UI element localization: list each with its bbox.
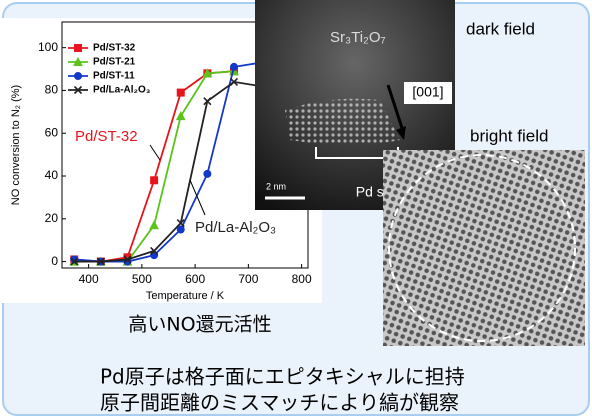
- slide: 400 500 600 700 800 0 20 40 60 80 100 Temperature /…: [0, 0, 592, 418]
- x-tick-label: 600: [185, 272, 205, 286]
- particle: [285, 99, 400, 145]
- legend-marker: [75, 73, 82, 80]
- marker: [177, 226, 184, 233]
- caption: 高いNO還元活性: [128, 314, 271, 336]
- y-tick-label: 0: [51, 254, 58, 268]
- formula: Sr₃Ti₂O₇: [330, 29, 386, 46]
- y-tick-label: 40: [45, 168, 59, 182]
- bright-image: [383, 150, 585, 346]
- legend-label: Pd/ST-21: [93, 57, 136, 68]
- scale: 2 nm: [266, 181, 286, 191]
- text-line: 原子間距離のミスマッチにより縞が観察: [100, 391, 459, 415]
- x-tick-label: 700: [238, 272, 258, 286]
- y-axis-label: NO conversion to N₂ (%): [10, 85, 22, 205]
- legend-label: Pd/ST-11: [93, 71, 135, 82]
- y-tick-label: 100: [38, 40, 58, 54]
- x-tick-label: 400: [79, 272, 99, 286]
- marker: [204, 170, 211, 177]
- text-line: Pd原子は格子面にエピタキシャルに担持: [100, 365, 465, 389]
- direction: [001]: [412, 84, 443, 100]
- legend-marker: [75, 45, 82, 52]
- legend-label: Pd/La-Al₂O₃: [93, 85, 151, 96]
- legend-label: Pd/ST-32: [93, 43, 136, 54]
- marker: [177, 89, 184, 96]
- x-axis-label: Temperature / K: [146, 290, 225, 302]
- dark-label: dark field: [466, 19, 535, 38]
- marker: [151, 177, 158, 184]
- y-tick-label: 80: [45, 83, 59, 97]
- annotation: Pd/La-Al₂O₃: [195, 219, 276, 236]
- annotation: Pd/ST-32: [75, 128, 138, 145]
- marker: [230, 63, 237, 70]
- x-tick-label: 800: [292, 272, 312, 286]
- page: {"chart_data":{"type":"line","x_label":"…: [0, 0, 592, 418]
- bright-label: bright field: [470, 126, 548, 145]
- x-tick-label: 500: [132, 272, 152, 286]
- y-tick-label: 60: [45, 125, 59, 139]
- y-tick-label: 20: [45, 211, 59, 225]
